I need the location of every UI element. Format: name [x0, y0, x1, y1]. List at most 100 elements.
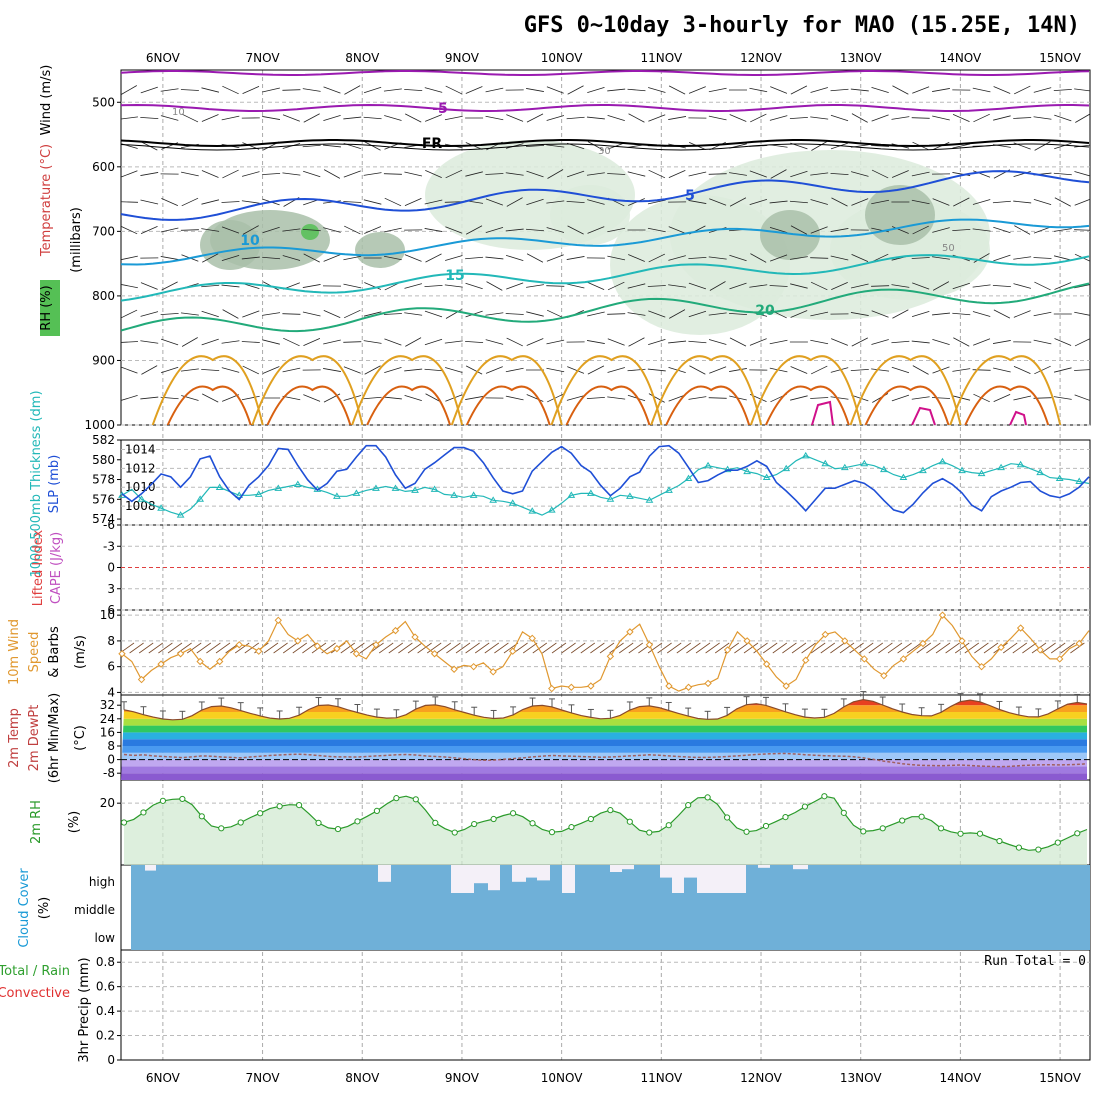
ua-ytick-900: 900	[92, 353, 115, 367]
wind-barb	[912, 365, 929, 375]
temp-band	[121, 766, 1087, 774]
wind-barb	[810, 397, 829, 399]
wind-barb	[485, 312, 504, 316]
isotherm-line	[121, 70, 1090, 76]
thickness-point	[860, 459, 869, 467]
wind-barb	[383, 396, 402, 400]
thickness-point	[411, 486, 419, 493]
rh-point	[218, 825, 225, 832]
li-tick--3: -3	[103, 539, 115, 553]
temp-ylabel-4: (°C)	[73, 725, 88, 751]
heat-contour	[166, 385, 252, 425]
wind-barb	[323, 227, 341, 233]
temp-band	[121, 752, 1087, 760]
wind-barb	[1013, 117, 1032, 119]
wind-barb	[425, 169, 442, 179]
wind-barb	[424, 310, 443, 318]
wind-barb	[180, 229, 199, 231]
wind-barb	[1074, 88, 1090, 92]
rh-point	[432, 819, 439, 826]
wind-barb	[1034, 281, 1051, 291]
slp-tick-1014: 1014	[125, 442, 156, 456]
wind-speed-point	[704, 679, 712, 688]
wind-barb	[323, 114, 341, 122]
wind-barb	[790, 366, 808, 374]
wind-barb	[587, 365, 605, 375]
wind-barb	[505, 367, 524, 373]
wind-barb	[525, 144, 545, 148]
wind-barb	[302, 88, 321, 92]
wind-barb	[242, 310, 260, 318]
wind-barb	[892, 309, 909, 319]
wind-barb-10m	[714, 642, 730, 654]
upper-air-field: -5 FR 5 10 15 20 10 30 50	[121, 70, 1090, 425]
wind-barb	[303, 253, 320, 263]
rh-label-30: 30	[598, 146, 611, 157]
wind-barb	[121, 85, 137, 95]
wind-barb	[221, 284, 240, 288]
thickness-point	[743, 467, 752, 475]
x-axis-labels: 6NOV 6NOV 7NOV 7NOV 8NOV 8NOV 9NOV 9NOV 10NOV 10N…	[146, 51, 1082, 1085]
wind-barb	[404, 113, 422, 123]
wind-barb	[303, 113, 320, 123]
wind-barb	[810, 226, 828, 234]
wind-barb	[932, 338, 950, 346]
wind-barb	[323, 144, 341, 148]
wind-barb	[1013, 85, 1031, 95]
isotherm-label--5: -5	[432, 101, 448, 117]
wind-barb	[180, 368, 199, 372]
wind-barb	[769, 285, 788, 287]
wind-barb	[1013, 200, 1032, 204]
wind-barb	[567, 366, 585, 374]
cloud-gap	[684, 865, 697, 878]
wind-barb	[181, 197, 199, 207]
wind-barb	[789, 116, 808, 120]
cloud-gap	[622, 865, 634, 870]
wind-barb	[810, 311, 829, 317]
x-label-bottom-10NOV: 10NOV	[541, 1071, 583, 1085]
wind-barb	[729, 197, 747, 207]
wind-barb	[992, 284, 1011, 288]
rh-point	[821, 793, 828, 800]
wind-barb	[180, 312, 199, 316]
wind-barb	[850, 88, 869, 92]
thickness-point	[215, 483, 224, 490]
wind-barb	[647, 368, 666, 372]
precip-tick-0.4: 0.4	[96, 1004, 115, 1018]
wind-ylabel-3: & Barbs	[47, 626, 62, 678]
wind-barb	[648, 310, 666, 318]
wind-barb	[871, 114, 889, 122]
wind-speed-point	[665, 682, 673, 690]
thickness-point	[1016, 460, 1025, 468]
wind-barb	[262, 312, 281, 316]
wind-barb	[830, 367, 849, 373]
wind-barb	[546, 285, 565, 287]
wind-speed-point	[548, 684, 556, 693]
cloud-gap	[378, 865, 391, 882]
thickness-point	[176, 511, 185, 518]
wind-barb	[729, 172, 747, 176]
rh-point	[860, 828, 867, 835]
wind-barb	[709, 198, 727, 206]
wind-barb-10m	[234, 642, 250, 654]
wind-speed-point	[762, 660, 771, 668]
rh-point	[1035, 846, 1042, 853]
temp-tick--8: -8	[103, 766, 115, 780]
wind-barb	[993, 309, 1011, 319]
wind-barb	[586, 172, 605, 176]
thickness-point	[704, 461, 712, 469]
thickness-point	[977, 469, 986, 477]
wind-barb	[404, 254, 422, 262]
thickness-point	[665, 486, 673, 493]
wind-barb	[648, 114, 666, 122]
cloud-gap	[758, 865, 770, 868]
wind-speed-point	[411, 633, 419, 641]
thickness-point	[157, 504, 165, 511]
rh-point	[665, 822, 672, 829]
wind-barb	[384, 115, 402, 121]
wind-barb	[121, 309, 138, 319]
wind-barb	[485, 173, 504, 175]
wind-barb	[1053, 255, 1072, 261]
wind-barb	[363, 116, 382, 120]
wind-barb	[993, 393, 1011, 403]
